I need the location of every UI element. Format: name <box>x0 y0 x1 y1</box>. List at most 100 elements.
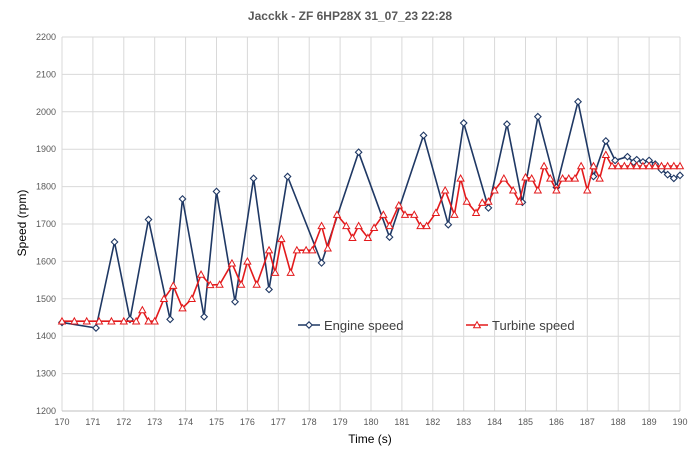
turbine-speed-point <box>620 161 629 170</box>
turbine-speed-point <box>533 185 543 194</box>
legend-swatch-marker <box>472 320 482 329</box>
turbine-speed-point <box>363 233 373 242</box>
engine-speed-point <box>200 312 209 321</box>
engine-speed-point <box>419 131 428 140</box>
turbine-speed-point <box>431 208 441 216</box>
engine-speed-point <box>110 237 119 246</box>
x-tick-label: 178 <box>302 417 317 427</box>
engine-speed-point <box>354 148 363 157</box>
engine-speed-point <box>317 258 326 267</box>
x-tick-label: 171 <box>85 417 100 427</box>
x-tick-label: 172 <box>116 417 131 427</box>
y-tick-label: 2200 <box>36 32 56 42</box>
engine-speed-point <box>231 297 240 306</box>
turbine-speed-point <box>644 161 654 170</box>
turbine-speed-series <box>57 150 685 325</box>
turbine-speed-point <box>323 243 332 252</box>
turbine-speed-point <box>187 294 197 303</box>
turbine-speed-point <box>301 245 311 254</box>
turbine-speed-point <box>57 316 67 325</box>
turbine-speed-point <box>552 185 561 194</box>
turbine-speed-point <box>317 221 326 230</box>
turbine-speed-point <box>159 294 169 303</box>
turbine-speed-point <box>215 280 224 288</box>
turbine-speed-point <box>277 234 286 243</box>
y-tick-label: 1200 <box>36 406 56 416</box>
axes: 170 171 172 173 174 175 176 177 178 179 180 181 182 1… <box>36 32 688 427</box>
turbine-speed-point <box>651 161 660 170</box>
x-tick-label: 190 <box>672 417 687 427</box>
turbine-speed-point <box>264 245 274 254</box>
y-tick-label: 2000 <box>36 107 56 117</box>
legend-label: Turbine speed <box>492 318 575 333</box>
y-tick-label: 1400 <box>36 331 56 341</box>
x-tick-label: 185 <box>518 417 533 427</box>
turbine-speed-point <box>196 270 206 278</box>
x-tick-label: 170 <box>54 417 69 427</box>
legend-label: Engine speed <box>324 318 404 333</box>
x-tick-label: 183 <box>456 417 471 427</box>
x-tick-label: 176 <box>240 417 255 427</box>
chart-title: Jacckk - ZF 6HP28X 31_07_23 22:28 <box>248 9 452 23</box>
engine-speed-point <box>444 220 453 229</box>
turbine-speed-point <box>440 185 450 194</box>
turbine-speed-point <box>243 256 252 265</box>
y-axis-title: Speed (rpm) <box>15 190 29 257</box>
turbine-speed-point <box>638 161 648 170</box>
x-tick-label: 175 <box>209 417 224 427</box>
turbine-speed-point <box>168 281 178 289</box>
turbine-speed-point <box>484 197 493 205</box>
x-tick-label: 182 <box>425 417 440 427</box>
turbine-speed-point <box>595 173 604 182</box>
y-tick-label: 2100 <box>36 69 56 79</box>
turbine-speed-point <box>601 150 611 159</box>
turbine-speed-point <box>669 161 679 170</box>
turbine-speed-point <box>385 221 394 230</box>
turbine-speed-point <box>400 210 410 218</box>
engine-speed-point <box>178 194 187 203</box>
engine-speed-point <box>459 119 468 127</box>
x-tick-label: 189 <box>642 417 657 427</box>
turbine-speed-point <box>607 161 617 170</box>
engine-speed-point <box>249 174 258 183</box>
engine-speed-point <box>623 152 632 161</box>
engine-speed-point <box>502 120 511 129</box>
turbine-speed-point <box>206 280 215 289</box>
x-tick-label: 188 <box>611 417 626 427</box>
turbine-speed-point <box>144 316 153 325</box>
turbine-speed-point <box>422 221 431 230</box>
turbine-speed-point <box>178 303 187 312</box>
engine-speed-point <box>385 233 394 242</box>
turbine-speed-point <box>613 161 623 170</box>
turbine-speed-point <box>527 173 536 182</box>
x-tick-label: 181 <box>394 417 409 427</box>
legend: Engine speed Turbine speed <box>298 318 575 333</box>
engine-speed-point <box>265 285 274 294</box>
turbine-speed-point <box>94 316 104 325</box>
legend-swatch-marker <box>305 321 313 329</box>
engine-speed-point <box>574 97 583 106</box>
engine-speed-point <box>283 172 292 181</box>
turbine-speed-point <box>471 208 481 216</box>
turbine-speed-point <box>508 185 518 194</box>
turbine-speed-point <box>477 198 487 206</box>
turbine-speed-point <box>227 258 237 267</box>
gridlines <box>61 36 681 412</box>
y-tick-label: 1800 <box>36 182 56 192</box>
engine-speed-point <box>144 215 153 224</box>
turbine-speed-point <box>462 197 472 205</box>
x-tick-label: 187 <box>580 417 595 427</box>
turbine-speed-point <box>292 245 302 254</box>
x-tick-label: 186 <box>549 417 564 427</box>
turbine-speed-point <box>416 221 425 230</box>
engine-speed-point <box>663 170 672 179</box>
turbine-speed-point <box>252 280 261 288</box>
x-tick-label: 180 <box>363 417 378 427</box>
turbine-speed-point <box>583 185 592 194</box>
turbine-speed-point <box>107 316 116 325</box>
engine-speed-point <box>92 323 100 332</box>
turbine-speed-point <box>379 210 388 218</box>
x-tick-label: 177 <box>271 417 286 427</box>
